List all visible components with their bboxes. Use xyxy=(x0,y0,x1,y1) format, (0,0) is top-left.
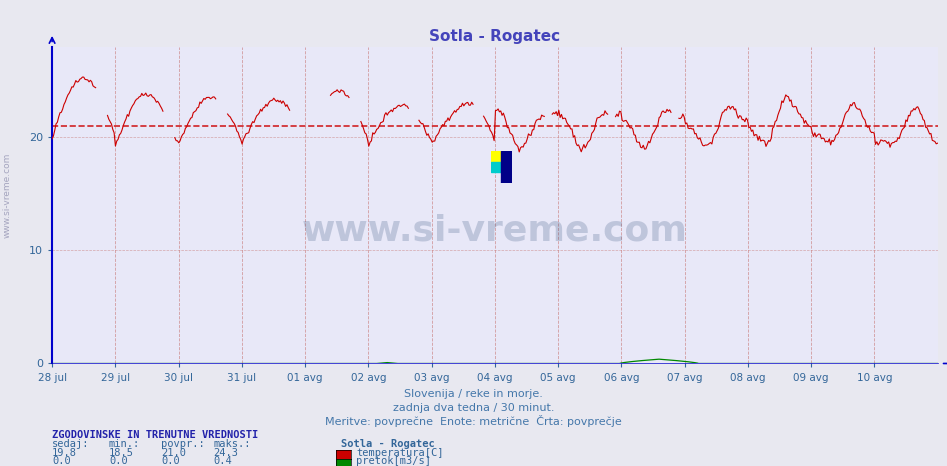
Text: www.si-vreme.com: www.si-vreme.com xyxy=(3,153,12,239)
Text: Meritve: povprečne  Enote: metrične  Črta: povprečje: Meritve: povprečne Enote: metrične Črta:… xyxy=(325,415,622,427)
Title: Sotla - Rogatec: Sotla - Rogatec xyxy=(429,29,561,44)
Text: min.:: min.: xyxy=(109,439,140,449)
Text: www.si-vreme.com: www.si-vreme.com xyxy=(302,213,688,247)
Bar xyxy=(501,151,511,183)
Text: Slovenija / reke in morje.: Slovenija / reke in morje. xyxy=(404,389,543,399)
Text: 0.0: 0.0 xyxy=(52,456,71,466)
Text: povpr.:: povpr.: xyxy=(161,439,205,449)
Text: zadnja dva tedna / 30 minut.: zadnja dva tedna / 30 minut. xyxy=(393,403,554,413)
Text: Sotla - Rogatec: Sotla - Rogatec xyxy=(341,439,435,449)
Text: 0.4: 0.4 xyxy=(213,456,232,466)
Text: maks.:: maks.: xyxy=(213,439,251,449)
Text: pretok[m3/s]: pretok[m3/s] xyxy=(356,456,431,466)
Text: 18.5: 18.5 xyxy=(109,448,134,458)
Text: 0.0: 0.0 xyxy=(161,456,180,466)
Text: 19.8: 19.8 xyxy=(52,448,77,458)
Text: 21.0: 21.0 xyxy=(161,448,186,458)
Text: ZGODOVINSKE IN TRENUTNE VREDNOSTI: ZGODOVINSKE IN TRENUTNE VREDNOSTI xyxy=(52,430,259,440)
Text: 24.3: 24.3 xyxy=(213,448,238,458)
Text: sedaj:: sedaj: xyxy=(52,439,90,449)
Text: 0.0: 0.0 xyxy=(109,456,128,466)
Bar xyxy=(491,151,501,162)
Bar xyxy=(491,162,501,172)
Text: temperatura[C]: temperatura[C] xyxy=(356,448,443,458)
